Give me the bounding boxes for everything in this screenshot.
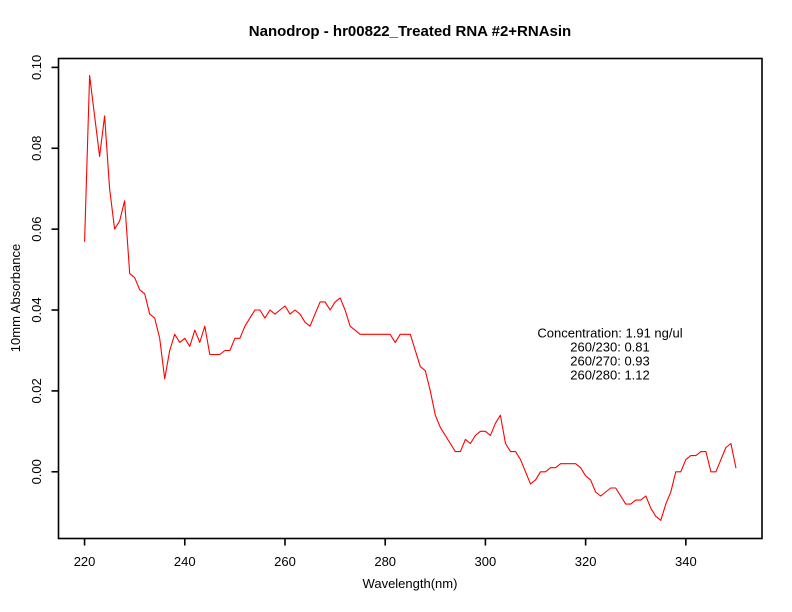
spectrum-series xyxy=(84,74,737,521)
chart-title: Nanodrop - hr00822_Treated RNA #2+RNAsin xyxy=(249,23,571,40)
y-tick-label: 0.04 xyxy=(29,297,44,322)
x-tick-label: 220 xyxy=(74,554,96,569)
x-tick-label: 320 xyxy=(575,554,597,569)
y-tick-label: 0.06 xyxy=(29,216,44,241)
y-axis: 0.00 0.02 0.04 0.06 0.08 0.10 xyxy=(29,55,59,484)
annotation-line: 260/230: 0.81 xyxy=(570,340,650,355)
annotation-line: 260/280: 1.12 xyxy=(570,368,650,383)
y-tick-label: 0.02 xyxy=(29,378,44,403)
x-tick-label: 280 xyxy=(374,554,396,569)
y-tick-label: 0.00 xyxy=(29,459,44,484)
x-tick-label: 260 xyxy=(274,554,296,569)
annotation-line: Concentration: 1.91 ng/ul xyxy=(537,326,682,341)
plot-frame xyxy=(57,57,763,540)
y-axis-label: 10mm Absorbance xyxy=(8,244,23,352)
annotation-line: 260/270: 0.93 xyxy=(570,354,650,369)
x-tick-label: 300 xyxy=(475,554,497,569)
x-tick-label: 340 xyxy=(675,554,697,569)
x-tick-label: 240 xyxy=(174,554,196,569)
y-tick-label: 0.10 xyxy=(29,55,44,80)
x-axis-label: Wavelength(nm) xyxy=(363,576,458,591)
spectrum-line xyxy=(84,74,737,521)
y-tick-label: 0.08 xyxy=(29,136,44,161)
x-axis: 220 240 260 280 300 320 340 xyxy=(74,538,697,569)
